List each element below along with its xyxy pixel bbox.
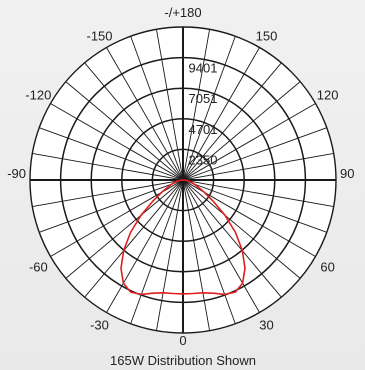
angle-label: -/+180 [164,5,201,20]
distribution-curve-layer [120,179,246,296]
angle-label: 150 [256,28,278,43]
angle-label: 120 [317,88,339,103]
angle-label: -60 [29,260,48,275]
angle-label: 60 [320,260,334,275]
angle-label: -150 [86,28,112,43]
angle-label: -30 [90,318,109,333]
ring-label: 9401 [189,61,218,76]
ring-labels: 2350 4701 7051 9401 [189,61,218,168]
angle-label: 30 [259,318,273,333]
angle-label: 90 [340,166,354,181]
angle-label: -90 [7,166,26,181]
distribution-curve [120,179,246,296]
chart-caption: 165W Distribution Shown [110,353,256,368]
ring-label: 2350 [189,152,218,167]
ring-label: 7051 [189,91,218,106]
angle-label: -120 [25,88,51,103]
ring-label: 4701 [189,122,218,137]
angle-labels: -/+180 150 120 90 60 30 0 -30 -60 -90 -120 -150 [7,5,354,348]
angle-label: 0 [179,333,186,348]
